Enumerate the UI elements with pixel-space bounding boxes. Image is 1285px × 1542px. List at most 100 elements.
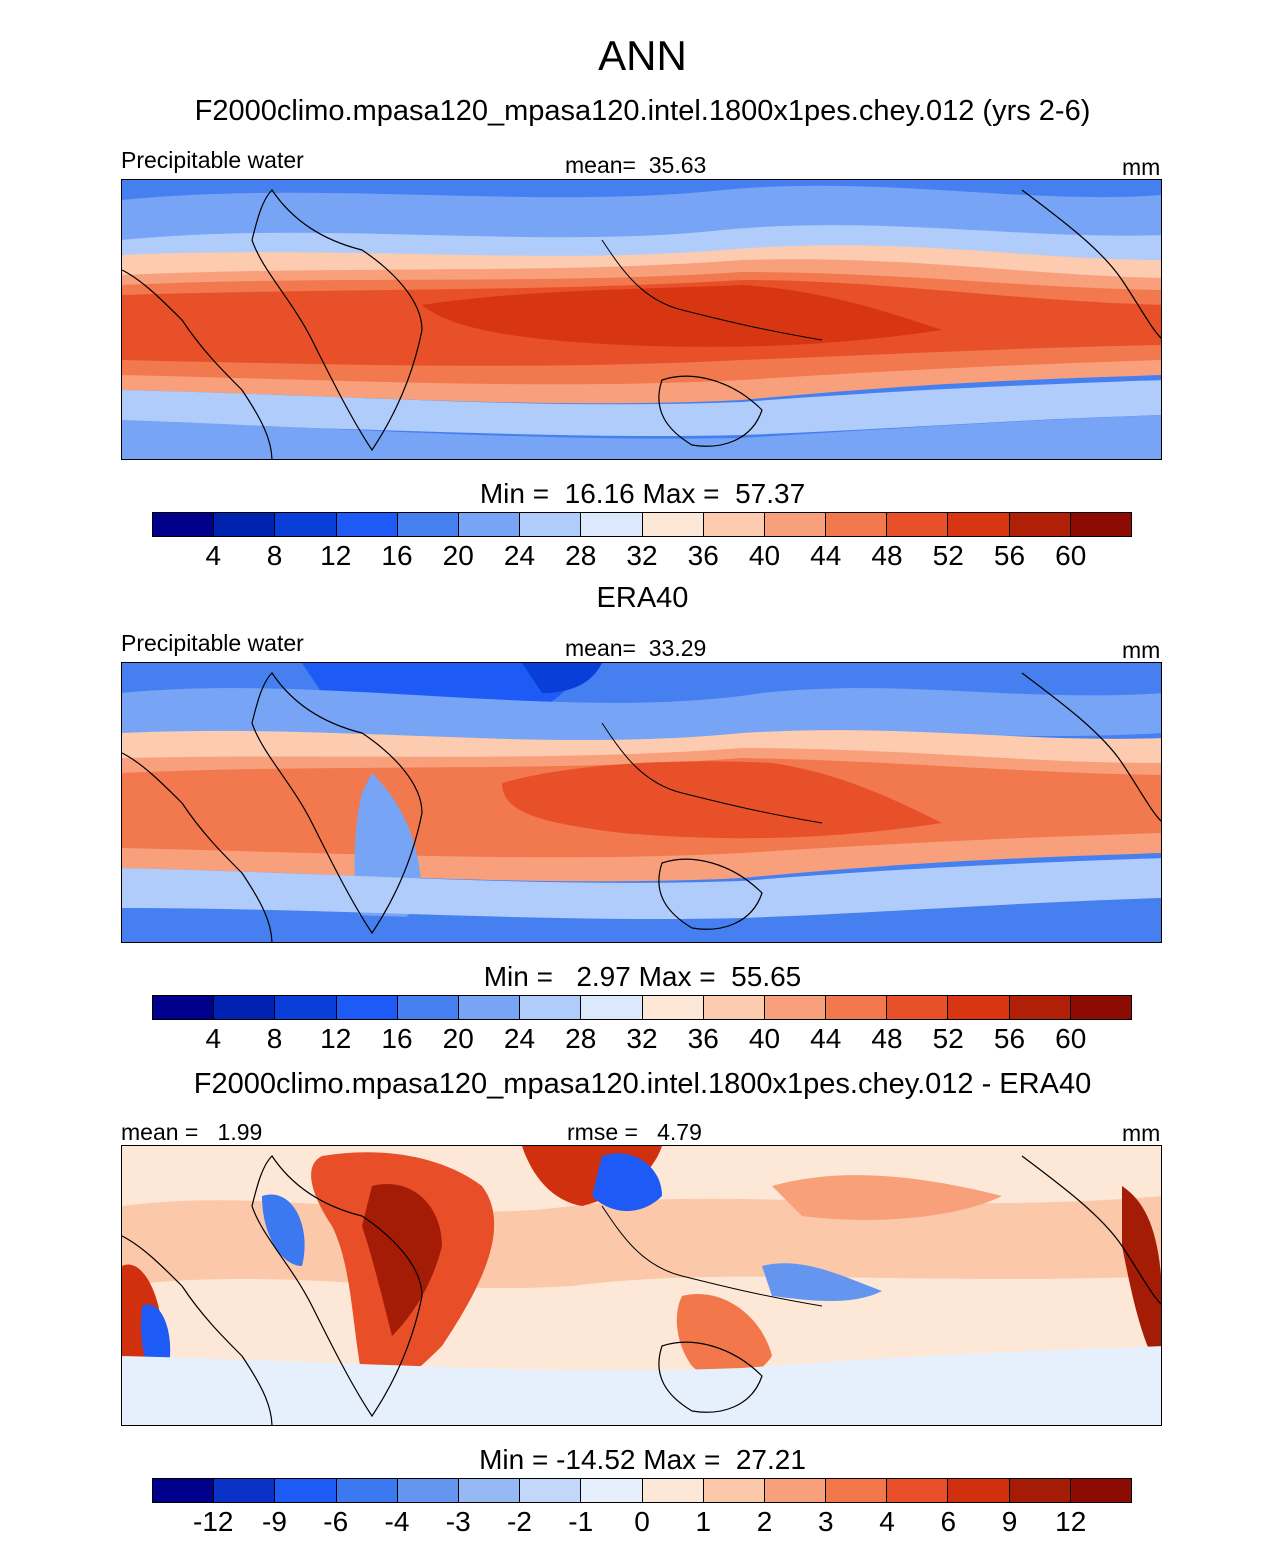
panel3-title: F2000climo.mpasa120_mpasa120.intel.1800x… bbox=[193, 1068, 1092, 1100]
colorbar-tick-label: 48 bbox=[871, 1023, 903, 1054]
colorbar-swatch bbox=[397, 996, 459, 1019]
p2-coast-asia bbox=[601, 722, 823, 824]
colorbar-swatch bbox=[520, 996, 582, 1019]
p2-band-tibet bbox=[522, 663, 602, 693]
colorbar-swatch bbox=[214, 1479, 276, 1502]
p3-band-epac bbox=[1122, 1186, 1161, 1373]
colorbar-swatch bbox=[153, 513, 215, 536]
colorbar-tick-label: 4 bbox=[205, 540, 222, 571]
p3-band-south bbox=[122, 1346, 1161, 1425]
colorbar-swatch bbox=[642, 996, 704, 1019]
p3-coast-australia bbox=[658, 1341, 763, 1413]
p3-coast-samerica bbox=[122, 1235, 273, 1425]
panel2-colorbar bbox=[152, 995, 1132, 1020]
panel3-map bbox=[121, 1145, 1162, 1426]
p3-band-npac bbox=[772, 1175, 1002, 1220]
colorbar-swatch bbox=[703, 1479, 765, 1502]
colorbar-swatch bbox=[520, 1479, 582, 1502]
colorbar-tick-label: -2 bbox=[507, 1506, 532, 1537]
colorbar-swatch bbox=[275, 1479, 337, 1502]
panel1-left-label: Precipitable water bbox=[121, 147, 304, 173]
colorbar-tick-label: 44 bbox=[810, 540, 842, 571]
colorbar-swatch bbox=[948, 513, 1010, 536]
p1-coast-africa bbox=[251, 189, 423, 452]
panel3-mean-label: mean = 1.99 bbox=[121, 1119, 263, 1145]
colorbar-tick-label: 40 bbox=[748, 540, 781, 571]
p2-coast-namerica bbox=[1021, 672, 1161, 822]
panel3-contour-field bbox=[122, 1146, 1161, 1425]
colorbar-tick-label: 32 bbox=[626, 540, 658, 571]
panel2-left-label: Precipitable water bbox=[121, 630, 304, 656]
colorbar-tick-label: 36 bbox=[687, 1023, 719, 1054]
colorbar-tick-label: 4 bbox=[879, 1506, 895, 1537]
colorbar-swatch bbox=[458, 996, 521, 1019]
p2-band-s2 bbox=[122, 898, 1161, 942]
colorbar-swatch bbox=[458, 513, 521, 536]
colorbar-swatch bbox=[703, 996, 765, 1019]
colorbar-swatch bbox=[214, 996, 276, 1019]
colorbar-tick-label: 48 bbox=[871, 540, 903, 571]
panel2-map bbox=[121, 662, 1162, 943]
colorbar-tick-label: 0 bbox=[634, 1506, 650, 1537]
colorbar-tick-label: 20 bbox=[442, 1023, 474, 1054]
colorbar-tick-label: 24 bbox=[503, 540, 536, 571]
colorbar-tick-label: -4 bbox=[384, 1506, 410, 1537]
colorbar-tick-label: 56 bbox=[993, 1023, 1026, 1054]
colorbar-swatch bbox=[214, 513, 276, 536]
colorbar-swatch bbox=[1070, 513, 1131, 536]
colorbar-swatch bbox=[336, 513, 398, 536]
colorbar-tick-label: 4 bbox=[205, 1023, 222, 1054]
panel1-contour-field bbox=[122, 180, 1161, 459]
p1-band-s2 bbox=[122, 415, 1161, 459]
panel2-minmax: Min = 2.97 Max = 55.65 bbox=[483, 961, 802, 992]
colorbar-tick-label: 44 bbox=[810, 1023, 842, 1054]
panel3-colorbar-ticks: -12 -9 -6 -4 -3 -2 -1 0 1 2 3 4 6 9 12 bbox=[0, 1506, 1285, 1542]
colorbar-tick-label: 60 bbox=[1055, 540, 1087, 571]
colorbar-swatch bbox=[275, 996, 337, 1019]
main-title: ANN bbox=[598, 32, 687, 79]
colorbar-swatch bbox=[948, 996, 1010, 1019]
panel3-rmse-label: rmse = 4.79 bbox=[567, 1119, 702, 1145]
p1-band-s1 bbox=[122, 380, 1161, 437]
p3-band-wpac-neg bbox=[762, 1263, 882, 1301]
colorbar-tick-label: -9 bbox=[262, 1506, 287, 1537]
p3-coast-africa bbox=[251, 1155, 423, 1418]
p3-band-westafr-neg bbox=[262, 1194, 305, 1266]
colorbar-tick-label: 16 bbox=[381, 1023, 413, 1054]
panel2-contour-field bbox=[122, 663, 1161, 942]
colorbar-tick-label: 12 bbox=[320, 1023, 352, 1054]
colorbar-swatch bbox=[887, 513, 949, 536]
colorbar-swatch bbox=[1070, 1479, 1131, 1502]
p1-band-warm4 bbox=[422, 285, 942, 347]
panel2-mean-label: mean= 33.29 bbox=[565, 635, 707, 661]
colorbar-swatch bbox=[1009, 1479, 1071, 1502]
colorbar-tick-label: 12 bbox=[1055, 1506, 1087, 1537]
colorbar-tick-label: 20 bbox=[442, 540, 474, 571]
colorbar-tick-label: 8 bbox=[266, 1023, 283, 1054]
p1-coast-samerica bbox=[122, 269, 273, 459]
panel1-mean-label: mean= 35.63 bbox=[565, 152, 707, 178]
colorbar-tick-label: 40 bbox=[748, 1023, 781, 1054]
colorbar-swatch bbox=[397, 513, 459, 536]
colorbar-tick-label: 36 bbox=[687, 540, 719, 571]
colorbar-tick-label: 9 bbox=[1001, 1506, 1018, 1537]
p2-coast-australia bbox=[658, 858, 763, 930]
panel3-colorbar bbox=[152, 1478, 1132, 1503]
colorbar-tick-label: 1 bbox=[695, 1506, 712, 1537]
panel3-units: mm bbox=[1122, 1120, 1161, 1146]
p2-coast-africa bbox=[251, 672, 423, 935]
colorbar-swatch bbox=[153, 996, 215, 1019]
colorbar-swatch bbox=[581, 513, 643, 536]
colorbar-tick-label: 24 bbox=[503, 1023, 536, 1054]
colorbar-tick-label: 6 bbox=[940, 1506, 957, 1537]
colorbar-tick-label: 52 bbox=[932, 1023, 964, 1054]
colorbar-swatch bbox=[826, 1479, 888, 1502]
panel2-units: mm bbox=[1122, 637, 1161, 663]
colorbar-swatch bbox=[826, 513, 888, 536]
panel1-minmax: Min = 16.16 Max = 57.37 bbox=[479, 478, 806, 509]
panel1-colorbar bbox=[152, 512, 1132, 537]
colorbar-tick-label: 60 bbox=[1055, 1023, 1087, 1054]
p1-coast-asia bbox=[601, 239, 823, 341]
panel3-minmax: Min = -14.52 Max = 27.21 bbox=[479, 1444, 806, 1475]
colorbar-tick-label: -1 bbox=[568, 1506, 594, 1537]
